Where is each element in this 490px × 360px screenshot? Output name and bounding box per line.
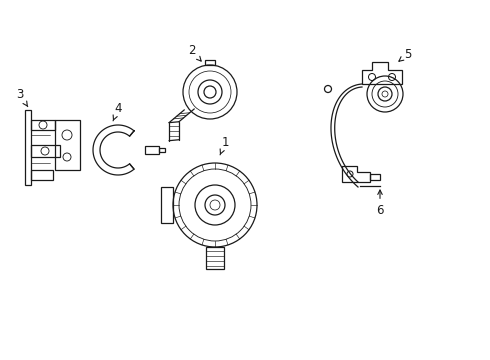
Text: 1: 1 xyxy=(220,136,229,155)
Text: 5: 5 xyxy=(399,48,412,61)
Text: 4: 4 xyxy=(113,103,122,121)
Text: 6: 6 xyxy=(376,190,384,217)
Text: 2: 2 xyxy=(188,45,201,61)
Bar xyxy=(159,148,165,152)
Bar xyxy=(145,146,159,154)
Text: 3: 3 xyxy=(16,89,28,107)
